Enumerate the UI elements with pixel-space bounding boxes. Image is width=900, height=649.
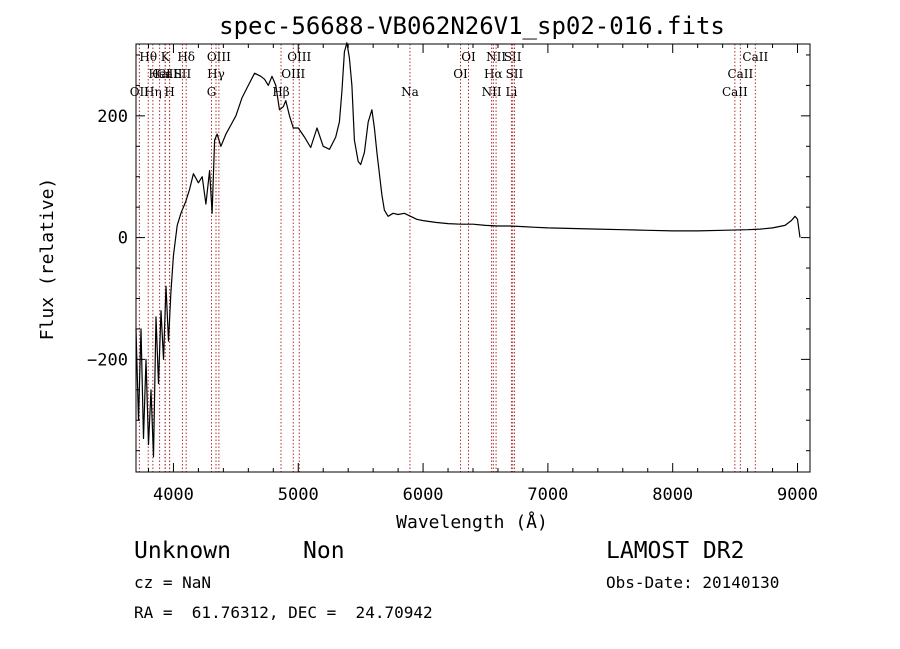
class-label: Unknown [134, 538, 231, 564]
emission-line-label-21: Hα [484, 67, 503, 81]
emission-line-label-27: CaII [722, 85, 748, 99]
y-axis: −200 0 200 [87, 54, 810, 452]
x-tick-label-4: 8000 [652, 485, 693, 505]
coordinates-text: RA = 61.76312, DEC = 24.70942 [134, 603, 433, 622]
emission-line-label-6: K [161, 50, 171, 64]
emission-line-label-5: HeI [148, 67, 171, 81]
y-tick-label-1: 0 [118, 229, 128, 249]
emission-line-label-20: SII [504, 50, 522, 64]
emission-line-label-14: OIII [281, 67, 305, 81]
x-axis-label: Wavelength (Å) [396, 511, 548, 533]
emission-line-label-4: Hη [144, 85, 162, 99]
emission-line-label-23: NII [482, 85, 502, 99]
emission-line-label-11: Hγ [207, 67, 225, 81]
redshift-text: cz = NaN [134, 573, 212, 592]
emission-line-label-0: CaII [152, 67, 178, 81]
survey-label: LAMOST DR2 [606, 538, 745, 564]
subclass-label: Non [303, 538, 345, 564]
x-axis: 4000 5000 6000 7000 8000 9000 [147, 44, 818, 505]
x-tick-label-3: 7000 [527, 485, 568, 505]
emission-line-label-16: Na [401, 85, 419, 99]
x-tick-label-0: 4000 [153, 485, 194, 505]
emission-line-label-19: NII [486, 50, 506, 64]
emission-line-label-24: Li [506, 85, 518, 99]
x-tick-label-1: 5000 [278, 485, 319, 505]
emission-line-label-17: OI [461, 50, 476, 64]
emission-line-label-1: CaII [157, 67, 183, 81]
emission-line-label-2: OII [130, 85, 150, 99]
y-axis-label: Flux (relative) [37, 178, 58, 341]
emission-line-label-22: SII [506, 67, 524, 81]
emission-line-label-10: OIII [207, 50, 231, 64]
emission-line-label-13: OIII [287, 50, 311, 64]
x-tick-label-5: 9000 [777, 485, 818, 505]
plot-frame [135, 43, 811, 473]
emission-line-label-26: CaII [727, 67, 753, 81]
x-tick-label-2: 6000 [403, 485, 444, 505]
y-tick-label-2: 200 [97, 107, 128, 127]
emission-line-label-18: OI [453, 67, 468, 81]
y-tick-label-0: −200 [87, 350, 128, 370]
chart-title: spec-56688-VB062N26V1_sp02-016.fits [219, 12, 725, 40]
emission-line-label-8: H [164, 85, 174, 99]
emission-line-label-9: Hδ [177, 50, 195, 64]
emission-line-label-15: Hβ [272, 85, 289, 99]
spectrum-series-line [135, 42, 801, 458]
emission-line-label-25: CaII [742, 50, 768, 64]
obs-date-text: Obs-Date: 20140130 [606, 573, 780, 592]
emission-line-label-3: Hθ [139, 50, 157, 64]
emission-line-label-12: G [207, 85, 217, 99]
emission-line-label-7: SII [174, 67, 192, 81]
